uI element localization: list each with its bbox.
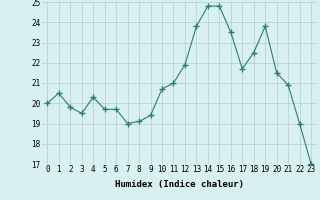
X-axis label: Humidex (Indice chaleur): Humidex (Indice chaleur) [115,180,244,189]
